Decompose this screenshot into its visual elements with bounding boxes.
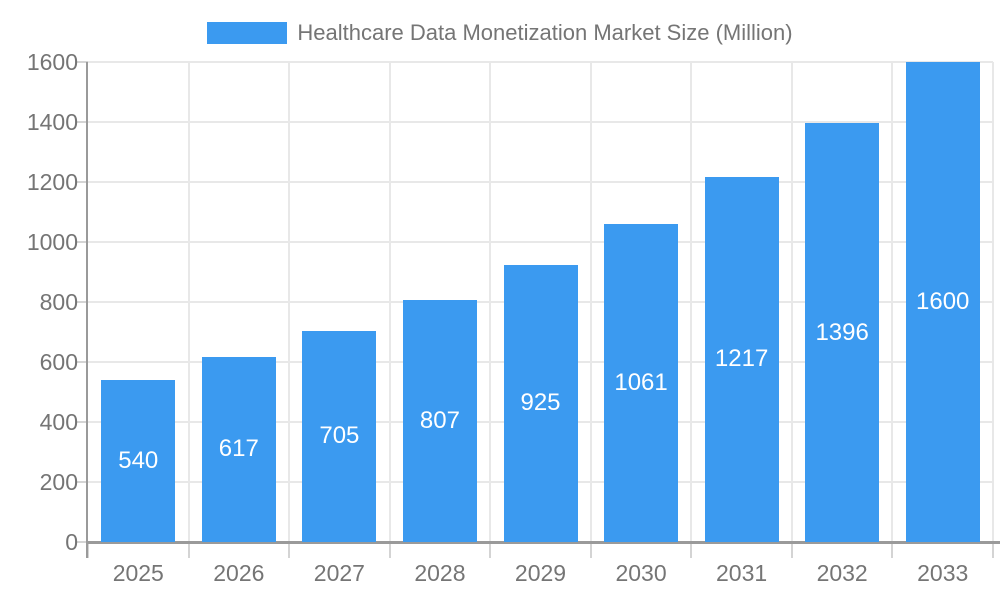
gridline-vertical xyxy=(589,62,592,542)
x-axis-tick xyxy=(489,542,492,558)
bar-2025[interactable] xyxy=(101,380,176,542)
gridline-vertical xyxy=(489,62,492,542)
x-axis-tick xyxy=(589,542,592,558)
gridline-vertical xyxy=(891,62,894,542)
chart-legend[interactable]: Healthcare Data Monetization Market Size… xyxy=(0,20,1000,45)
bar-2033[interactable] xyxy=(905,62,980,542)
gridline-vertical xyxy=(690,62,693,542)
x-axis-line xyxy=(86,541,1000,544)
gridline-vertical xyxy=(187,62,190,542)
x-axis-tick xyxy=(992,542,994,558)
y-axis-tick xyxy=(75,181,88,183)
x-axis-label: 2026 xyxy=(213,560,265,586)
y-axis-label: 800 xyxy=(39,289,78,315)
gridline-vertical xyxy=(388,62,391,542)
x-axis-tick xyxy=(187,542,190,558)
y-axis-tick xyxy=(75,121,88,123)
bar-2027[interactable] xyxy=(302,330,377,542)
legend-label: Healthcare Data Monetization Market Size… xyxy=(297,19,793,45)
gridline-horizontal xyxy=(88,121,993,123)
y-axis-label: 1000 xyxy=(26,229,78,255)
bar-2030[interactable] xyxy=(604,223,679,542)
y-axis-tick xyxy=(75,241,88,243)
y-axis-label: 400 xyxy=(39,409,78,435)
bar-2028[interactable] xyxy=(402,299,477,542)
y-axis-tick xyxy=(75,301,88,303)
bar-2031[interactable] xyxy=(704,176,779,542)
gridline-vertical xyxy=(790,62,793,542)
y-axis-label: 1600 xyxy=(26,49,78,75)
x-axis-tick xyxy=(87,542,89,558)
x-axis-tick xyxy=(388,542,391,558)
x-axis-label: 2027 xyxy=(313,560,365,586)
y-axis-label: 600 xyxy=(39,349,78,375)
x-axis-tick xyxy=(288,542,291,558)
y-axis-tick xyxy=(75,421,88,423)
y-axis-line xyxy=(86,62,88,558)
gridline-horizontal xyxy=(88,181,993,183)
gridline-horizontal xyxy=(88,241,993,243)
x-axis-label: 2028 xyxy=(414,560,466,586)
x-axis-tick xyxy=(891,542,894,558)
gridline-vertical xyxy=(992,62,994,542)
legend-swatch xyxy=(207,21,288,44)
x-axis-tick xyxy=(690,542,693,558)
y-axis-tick xyxy=(75,61,88,63)
y-axis-tick xyxy=(75,541,88,543)
y-axis-label: 1400 xyxy=(26,109,78,135)
x-axis-label: 2030 xyxy=(615,560,667,586)
bar-2032[interactable] xyxy=(805,123,880,542)
x-axis-label: 2033 xyxy=(917,560,969,586)
y-axis-tick xyxy=(75,361,88,363)
y-axis-label: 1200 xyxy=(26,169,78,195)
y-axis-label: 0 xyxy=(65,529,78,555)
bar-2026[interactable] xyxy=(201,356,276,542)
x-axis-label: 2025 xyxy=(112,560,164,586)
x-axis-tick xyxy=(790,542,793,558)
bar-2029[interactable] xyxy=(503,264,578,542)
x-axis-label: 2031 xyxy=(716,560,768,586)
x-axis-label: 2029 xyxy=(514,560,567,586)
x-axis-label: 2032 xyxy=(816,560,868,586)
gridline-horizontal xyxy=(88,61,993,63)
gridline-vertical xyxy=(288,62,291,542)
y-axis-tick xyxy=(75,481,88,483)
y-axis-label: 200 xyxy=(39,469,78,495)
